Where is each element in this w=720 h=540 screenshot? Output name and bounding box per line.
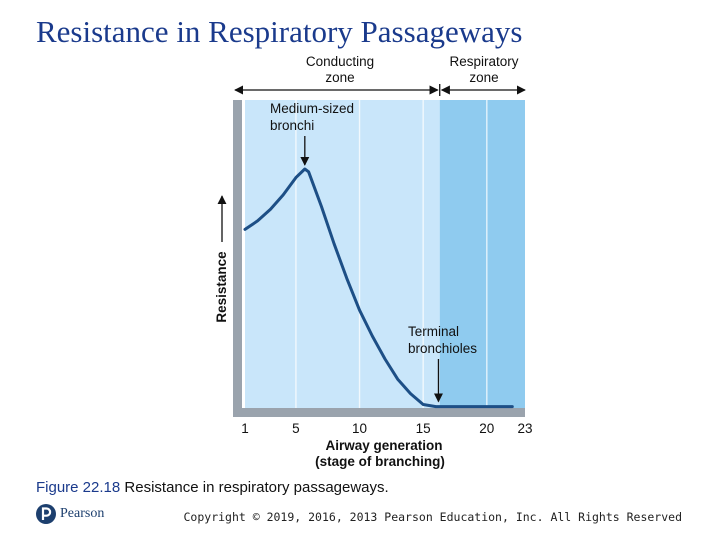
zone-label-line1-0: Conducting	[306, 54, 374, 69]
x-tick-label-5: 5	[292, 421, 300, 436]
x-axis-bar	[233, 408, 525, 417]
y-axis-title: Resistance	[214, 251, 229, 323]
x-axis-title-line1: Airway generation	[325, 438, 442, 453]
zone-label-line2-0: zone	[325, 70, 354, 85]
figure-number: Figure 22.18	[36, 479, 121, 496]
annotation-bronchi-line2: bronchi	[270, 118, 314, 133]
zone-label-line2-1: zone	[469, 70, 498, 85]
pearson-logo-text: Pearson	[60, 506, 105, 521]
x-axis-title-line2: (stage of branching)	[315, 454, 445, 469]
figure-caption: Figure 22.18 Resistance in respiratory p…	[36, 479, 389, 496]
pearson-logo: Pearson	[36, 503, 104, 525]
annotation-terminal-line2: bronchioles	[408, 341, 477, 356]
figure-caption-text: Resistance in respiratory passageways.	[120, 479, 389, 496]
x-tick-label-1: 1	[241, 421, 249, 436]
x-tick-label-20: 20	[479, 421, 494, 436]
annotation-terminal-line1: Terminal	[408, 324, 459, 339]
zone-label-line1-1: Respiratory	[449, 54, 518, 69]
annotation-bronchi-line1: Medium-sized	[270, 101, 354, 116]
zone-band-1	[439, 100, 525, 408]
x-tick-label-10: 10	[352, 421, 367, 436]
zone-band-0	[245, 100, 440, 408]
x-tick-label-23: 23	[517, 421, 532, 436]
copyright-notice: Copyright © 2019, 2016, 2013 Pearson Edu…	[183, 510, 683, 524]
pearson-p-icon	[36, 504, 56, 524]
resistance-curve	[243, 167, 514, 409]
y-axis-bar	[233, 100, 242, 417]
x-tick-label-15: 15	[416, 421, 431, 436]
slide-title: Resistance in Respiratory Passageways	[36, 14, 523, 49]
resistance-chart: ConductingzoneRespiratoryzoneMedium-size…	[214, 54, 533, 469]
